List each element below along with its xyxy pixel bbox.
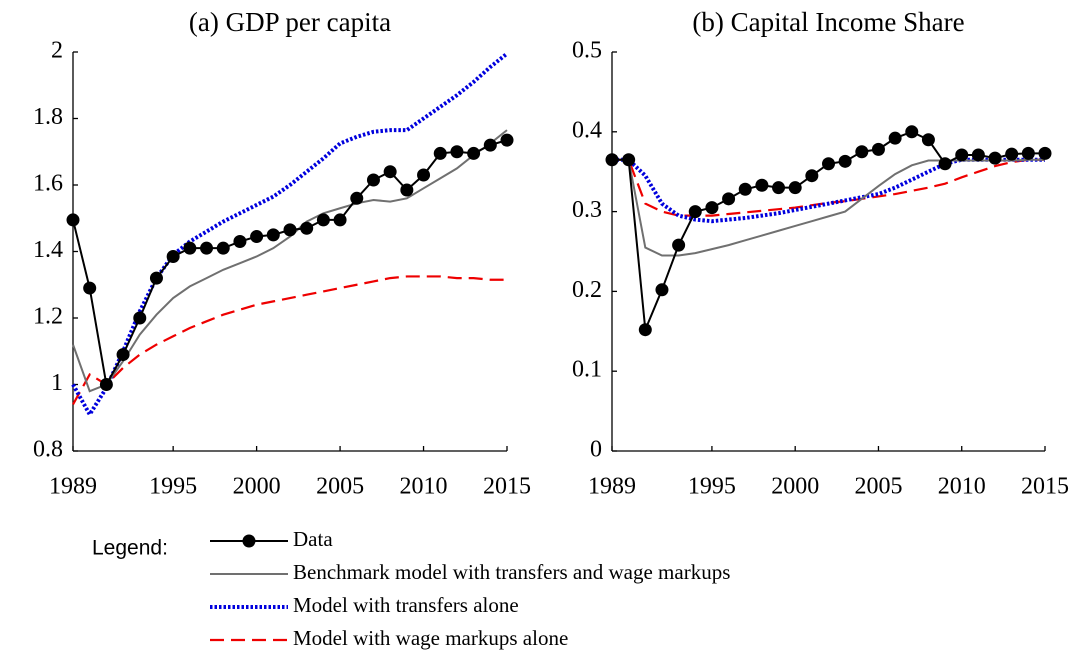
legend-label: Model with transfers alone xyxy=(293,593,519,617)
data-point xyxy=(1038,146,1052,160)
legend-label: Benchmark model with transfers and wage … xyxy=(293,560,730,584)
series-line xyxy=(71,52,509,419)
legend-label: Data xyxy=(293,527,333,551)
data-point xyxy=(722,192,736,206)
data-point xyxy=(467,146,481,160)
data-point xyxy=(871,142,885,156)
data-point xyxy=(283,223,297,237)
y-tick-label: 0.5 xyxy=(572,38,602,64)
data-point xyxy=(655,283,669,297)
x-tick-label: 1995 xyxy=(149,474,197,500)
data-point xyxy=(483,138,497,152)
x-tick-label: 2015 xyxy=(483,474,531,500)
x-tick-label: 1995 xyxy=(688,474,736,500)
data-point xyxy=(500,133,514,147)
series-line xyxy=(612,158,1045,257)
data-point xyxy=(838,154,852,168)
data-point xyxy=(855,145,869,159)
x-tick-label: 2015 xyxy=(1021,474,1069,500)
data-point xyxy=(1005,147,1019,161)
y-tick-label: 2 xyxy=(51,38,63,64)
data-point xyxy=(417,168,431,182)
data-point xyxy=(116,348,130,362)
legend-title: Legend: xyxy=(92,537,168,560)
y-tick-label: 0.2 xyxy=(572,277,602,303)
data-point xyxy=(755,178,769,192)
data-point xyxy=(133,311,147,325)
legend-label: Model with wage markups alone xyxy=(293,626,568,650)
data-point xyxy=(788,181,802,195)
data-point xyxy=(366,173,380,187)
y-tick-label: 0.4 xyxy=(572,117,602,143)
data-point xyxy=(672,238,686,252)
data-point xyxy=(971,148,985,162)
data-point xyxy=(83,281,97,295)
x-tick-label: 1989 xyxy=(588,474,636,500)
x-tick-label: 2000 xyxy=(233,474,281,500)
data-point xyxy=(1021,146,1035,160)
data-point xyxy=(300,221,314,235)
data-point xyxy=(400,183,414,197)
data-point xyxy=(905,125,919,139)
legend-marker xyxy=(242,534,256,548)
data-point xyxy=(149,271,163,285)
y-tick-label: 0.8 xyxy=(33,437,63,463)
data-point xyxy=(250,230,264,244)
x-tick-label: 2010 xyxy=(400,474,448,500)
data-point xyxy=(266,228,280,242)
data-point xyxy=(350,191,364,205)
y-tick-label: 0.1 xyxy=(572,357,602,383)
data-point xyxy=(888,131,902,145)
data-point xyxy=(166,249,180,263)
x-tick-label: 1989 xyxy=(49,474,97,500)
data-point xyxy=(988,151,1002,165)
data-point xyxy=(688,205,702,219)
data-point xyxy=(805,169,819,183)
data-point xyxy=(955,148,969,162)
data-point xyxy=(738,182,752,196)
x-tick-label: 2000 xyxy=(771,474,819,500)
data-point xyxy=(638,323,652,337)
data-point xyxy=(772,181,786,195)
data-point xyxy=(66,213,80,227)
data-point xyxy=(216,241,230,255)
y-tick-label: 1.2 xyxy=(33,304,63,330)
series-line xyxy=(72,275,507,405)
data-point xyxy=(233,235,247,249)
data-point xyxy=(450,145,464,159)
y-tick-label: 1.4 xyxy=(33,237,63,263)
x-tick-label: 2005 xyxy=(854,474,902,500)
y-tick-label: 0 xyxy=(590,437,602,463)
y-tick-label: 1.6 xyxy=(33,171,63,197)
data-point xyxy=(99,378,113,391)
x-tick-label: 2005 xyxy=(316,474,364,500)
y-tick-label: 0.3 xyxy=(572,197,602,223)
data-point xyxy=(383,165,397,179)
data-point xyxy=(938,157,952,171)
data-point xyxy=(622,153,636,167)
chart-title: (a) GDP per capita xyxy=(189,7,391,37)
data-point xyxy=(183,241,197,255)
data-point xyxy=(333,213,347,227)
data-point xyxy=(316,213,330,227)
data-point xyxy=(822,157,835,171)
data-point xyxy=(433,146,447,160)
x-tick-label: 2010 xyxy=(938,474,986,500)
chart-title: (b) Capital Income Share xyxy=(692,7,964,37)
data-point xyxy=(605,153,619,167)
series-line xyxy=(72,129,508,393)
data-point xyxy=(705,201,719,215)
data-point xyxy=(200,241,214,255)
y-tick-label: 1.8 xyxy=(33,104,63,130)
y-tick-label: 1 xyxy=(51,370,63,396)
data-point xyxy=(921,133,935,147)
